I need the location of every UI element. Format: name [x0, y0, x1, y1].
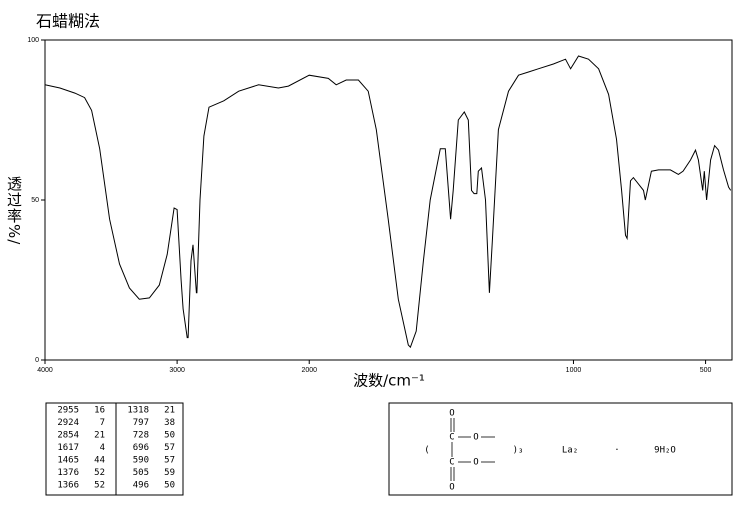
structure-water: 9H₂O [654, 446, 676, 456]
peak-table-cell: 38 [164, 418, 175, 428]
structure-open: ( [424, 446, 429, 456]
peak-table-cell: 1465 [57, 456, 79, 466]
peak-table-cell: 21 [94, 431, 105, 441]
peak-table-cell: 52 [94, 468, 105, 478]
x-tick-label: 4000 [37, 367, 53, 374]
peak-table-cell: 496 [133, 481, 149, 491]
peak-table-cell: 52 [94, 481, 105, 491]
peak-table-cell: 4 [100, 443, 105, 453]
structure-metal: La₂ [562, 446, 578, 456]
peak-table-cell: 16 [94, 406, 105, 416]
peak-table-cell: 50 [164, 431, 175, 441]
peak-table-cell: 797 [133, 418, 149, 428]
structure-box [388, 402, 733, 496]
peak-table-box [45, 402, 184, 496]
structure-atom: C [449, 433, 454, 443]
x-axis-label: 波数/cm⁻¹ [353, 372, 425, 390]
peak-table-cell: 696 [133, 443, 149, 453]
peak-table-cell: 728 [133, 431, 149, 441]
peak-table-cell: 2924 [57, 418, 79, 428]
structure-bonds [450, 418, 495, 481]
x-tick-label: 500 [700, 367, 712, 374]
peak-table-cell: 57 [164, 456, 175, 466]
peak-table-cell: 59 [164, 468, 175, 478]
peak-table-cell: 1376 [57, 468, 79, 478]
peak-table-cell: 7 [100, 418, 105, 428]
structure-atom: O [473, 458, 478, 468]
x-tick-label: 1000 [566, 367, 582, 374]
peak-table-cell: 1366 [57, 481, 79, 491]
y-axis-label: 透过率%/ [5, 176, 23, 246]
peak-table-cell: 50 [164, 481, 175, 491]
peak-table-cell: 1617 [57, 443, 79, 453]
peak-table-cell: 44 [94, 456, 105, 466]
peak-table-cell: 2955 [57, 406, 79, 416]
peak-table-cell: 2854 [57, 431, 79, 441]
spectrum-line [44, 55, 732, 349]
structure-close: )₃ [513, 446, 524, 456]
peak-table-cell: 57 [164, 443, 175, 453]
structure-atom: O [449, 483, 454, 493]
y-tick-label: 0 [35, 357, 39, 364]
structure-atom: O [473, 433, 478, 443]
structure-atom: C [449, 458, 454, 468]
x-tick-label: 2000 [301, 367, 317, 374]
structure-dot: · [614, 446, 619, 456]
x-tick-label: 3000 [169, 367, 185, 374]
y-tick-label: 100 [27, 37, 39, 44]
peak-table-cell: 590 [133, 456, 149, 466]
chart-title: 石蜡糊法 [36, 12, 100, 31]
peak-table-cell: 505 [133, 468, 149, 478]
peak-table-cell: 1318 [127, 406, 149, 416]
y-tick-label: 50 [31, 197, 39, 204]
peak-table-cell: 21 [164, 406, 175, 416]
structure-atom: O [449, 409, 454, 419]
